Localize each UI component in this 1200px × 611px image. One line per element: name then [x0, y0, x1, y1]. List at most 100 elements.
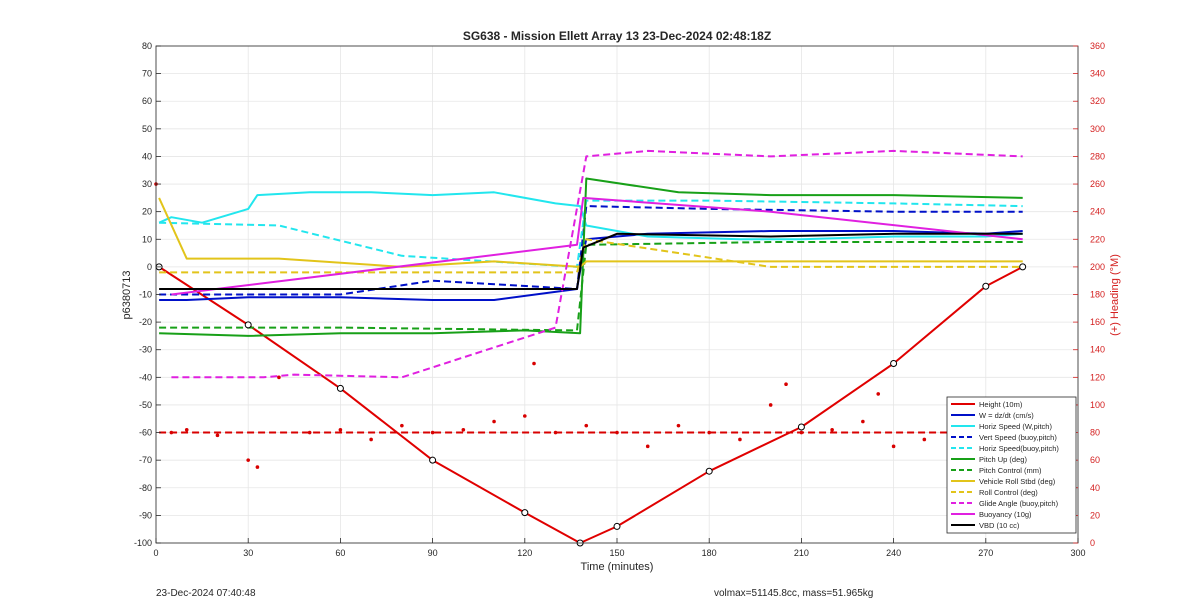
right-tick-label: 0 [1090, 538, 1095, 548]
heading-point [738, 437, 742, 442]
height-marker [244, 321, 252, 329]
height-marker [336, 384, 344, 392]
legend-label: Height (10m) [979, 400, 1023, 409]
legend-label: Pitch Control (mm) [979, 466, 1042, 475]
right-tick-label: 100 [1090, 400, 1105, 410]
heading-point [876, 392, 881, 396]
right-axis-ticks: 0 20 40 60 80 100 120 140 160 180 200 220 240 260 280 3… [1073, 41, 1105, 548]
right-tick-label: 320 [1090, 96, 1105, 106]
right-axis-label: (+) Heading (°M) [1109, 254, 1121, 336]
heading-point [215, 433, 220, 438]
left-tick-label: -20 [139, 317, 152, 327]
heading-point [430, 430, 435, 435]
height-marker [705, 467, 713, 475]
legend-label: Buoyancy (10g) [979, 510, 1032, 519]
left-axis-label: p6380713 [121, 271, 133, 320]
heading-point [891, 444, 896, 449]
right-tick-label: 220 [1090, 234, 1105, 244]
x-axis-ticks: 0 30 60 90 120 150 180 210 240 270 300 [153, 538, 1086, 558]
heading-point [645, 444, 650, 449]
right-tick-label: 40 [1090, 483, 1100, 493]
x-tick-label: 120 [517, 548, 532, 558]
heading-point [922, 437, 927, 442]
legend-label: Glide Angle (buoy,pitch) [979, 499, 1059, 508]
heading-point [532, 361, 536, 366]
left-tick-label: -50 [139, 400, 152, 410]
heading-point [277, 375, 281, 380]
heading-point [861, 419, 865, 424]
left-tick-label: -60 [139, 428, 152, 438]
right-tick-label: 20 [1090, 510, 1100, 520]
left-tick-label: 0 [147, 262, 152, 272]
legend-label: W = dz/dt (cm/s) [979, 411, 1034, 420]
series-line-pitch-control-mm [159, 241, 1023, 332]
left-tick-label: -80 [139, 483, 152, 493]
x-tick-label: 180 [702, 548, 717, 558]
series-line-height-10m [158, 266, 1024, 544]
right-tick-label: 60 [1090, 455, 1100, 465]
right-tick-label: 240 [1090, 207, 1105, 217]
legend-box [946, 396, 1077, 534]
height-marker [429, 456, 437, 464]
x-tick-label: 150 [609, 548, 624, 558]
legend-label: Pitch Up (deg) [979, 455, 1027, 464]
left-tick-label: -30 [139, 345, 152, 355]
left-tick-label: 50 [142, 124, 152, 134]
heading-point [523, 414, 527, 418]
x-tick-label: 30 [243, 548, 253, 558]
left-tick-label: -100 [134, 538, 152, 548]
right-tick-label: 340 [1090, 69, 1105, 79]
right-tick-label: 280 [1090, 151, 1105, 161]
legend: Height (10m) W = dz/dt (cm/s) Horiz Speed … [946, 396, 1077, 534]
left-tick-label: 10 [142, 234, 152, 244]
footer-volmax-mass: volmax=51145.8cc, mass=51.965kg [714, 588, 874, 599]
heading-point [338, 427, 343, 432]
right-tick-label: 180 [1090, 290, 1105, 300]
right-tick-label: 200 [1090, 262, 1105, 272]
legend-label: Horiz Speed(buoy,pitch) [979, 444, 1059, 453]
height-marker [521, 509, 529, 517]
heading-point [246, 458, 250, 462]
x-tick-label: 0 [153, 548, 158, 558]
left-tick-label: 20 [142, 207, 152, 217]
heading-point [584, 423, 589, 428]
left-tick-label: 60 [142, 96, 152, 106]
left-axis-ticks: -100-90-80-70-60-50-40-30-20-10010203040… [134, 41, 161, 548]
height-marker [613, 522, 621, 530]
left-tick-label: -90 [139, 510, 152, 520]
legend-label: Vert Speed (buoy,pitch) [979, 433, 1057, 442]
left-tick-label: -40 [139, 372, 152, 382]
legend-label: Vehicle Roll Stbd (deg) [979, 477, 1056, 486]
series-line-roll-control-deg [159, 238, 1023, 274]
heading-point [492, 419, 496, 424]
footer-timestamp: 23-Dec-2024 07:40:48 [156, 588, 256, 599]
right-tick-label: 80 [1090, 428, 1100, 438]
right-tick-label: 120 [1090, 372, 1105, 382]
series-line-horiz-speed-buoy-pitch [159, 199, 1023, 268]
legend-label: Roll Control (deg) [979, 488, 1038, 497]
left-tick-label: -10 [139, 290, 152, 300]
left-tick-label: -70 [139, 455, 152, 465]
legend-label: VBD (10 cc) [979, 521, 1020, 530]
x-tick-label: 240 [886, 548, 901, 558]
series-line-horiz-speed-w-pitch [158, 191, 1023, 241]
right-tick-label: 360 [1090, 41, 1105, 51]
x-tick-label: 300 [1070, 548, 1085, 558]
series-line-vbd-10-cc [159, 232, 1023, 290]
left-tick-label: 80 [142, 41, 152, 51]
x-tick-label: 90 [428, 548, 438, 558]
series-line-buoyancy-10g [171, 196, 1023, 296]
height-marker [1019, 263, 1027, 271]
heading-point [784, 382, 788, 387]
right-tick-label: 140 [1090, 345, 1105, 355]
left-tick-label: 30 [142, 179, 152, 189]
x-axis-label: Time (minutes) [581, 561, 654, 573]
height-marker [982, 282, 990, 290]
heading-point [768, 403, 773, 407]
x-tick-label: 210 [794, 548, 809, 558]
right-tick-label: 160 [1090, 317, 1105, 327]
series-line-glide-angle-buoy-pitch [171, 149, 1023, 379]
heading-point [676, 423, 681, 428]
series-line-pitch-up-deg [159, 177, 1023, 337]
